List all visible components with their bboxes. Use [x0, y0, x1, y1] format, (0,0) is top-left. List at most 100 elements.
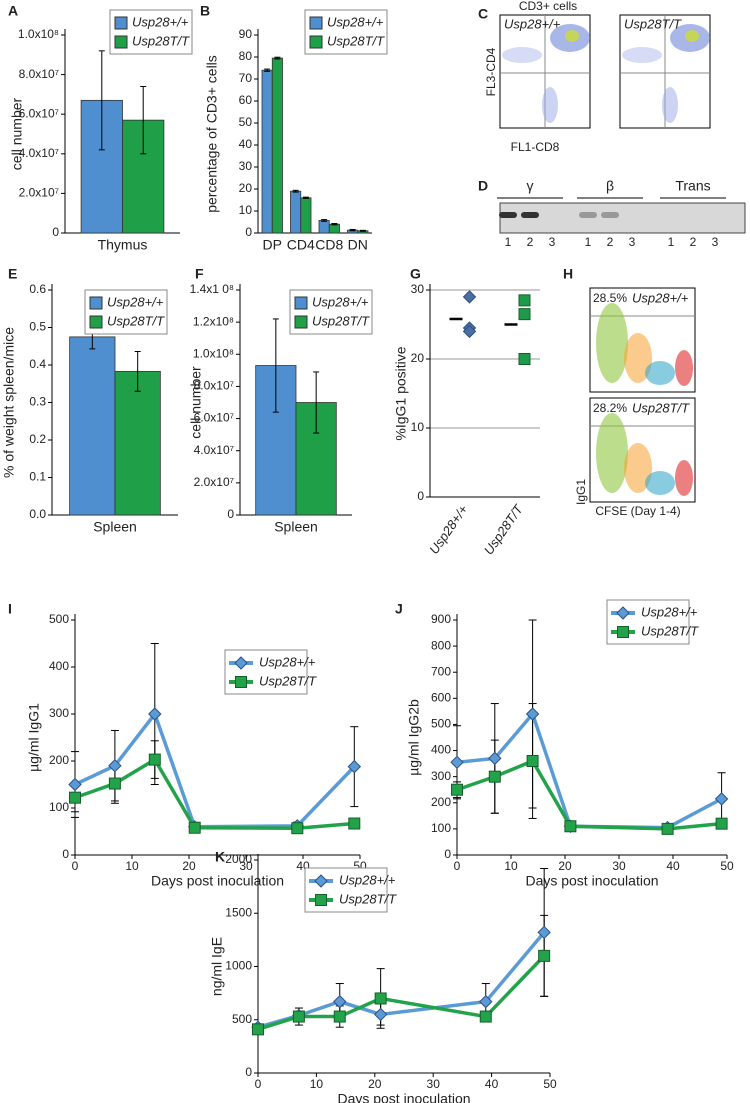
legend-label: Usp28+/+	[327, 14, 384, 29]
y-tick-label: 20	[411, 351, 425, 365]
point	[292, 1010, 305, 1023]
x-tick-label: DP	[263, 237, 282, 253]
y-tick-label: 400	[431, 743, 451, 757]
legend-label: Usp28T/T	[259, 673, 317, 688]
bar	[300, 197, 312, 234]
cell-cloud	[624, 443, 652, 493]
cell-cloud	[596, 303, 628, 383]
cell-cloud	[645, 361, 675, 385]
y-tick-label: 4.0x10⁷	[194, 443, 234, 457]
x-tick-label: 20	[558, 859, 572, 873]
point	[518, 353, 531, 365]
cell-cloud	[596, 413, 628, 493]
error-bar	[321, 219, 328, 222]
x-tick-label: CD4	[287, 237, 315, 253]
bar	[122, 119, 165, 234]
legend-marker	[235, 676, 247, 688]
y-tick-label: 800	[431, 638, 451, 652]
legend-marker	[315, 894, 327, 906]
x-tick-label: 40	[485, 1077, 499, 1091]
legend-swatch	[114, 35, 128, 49]
error-bar	[140, 85, 147, 155]
point	[68, 777, 82, 792]
y-tick-label: 1.0x10⁸	[193, 346, 234, 360]
point	[108, 777, 121, 790]
legend-label: Usp28T/T	[339, 891, 397, 906]
point	[564, 820, 577, 833]
x-tick-label: 40	[666, 859, 680, 873]
point	[108, 758, 122, 773]
plot-label: Usp28+/+	[504, 16, 561, 31]
y-tick-label: 1.0x10⁸	[18, 27, 59, 41]
y-tick-label: 4.0x10⁷	[19, 146, 59, 160]
point	[348, 817, 361, 830]
legend-swatch	[294, 296, 308, 310]
bar	[318, 220, 330, 234]
y-tick-label: 600	[431, 691, 451, 705]
legend-marker	[314, 874, 328, 888]
band	[521, 212, 539, 218]
point	[488, 770, 501, 783]
error-bar	[331, 223, 338, 226]
x-axis-title: FL1-CD8	[511, 140, 560, 154]
panel-letter: G	[410, 266, 421, 282]
bar	[290, 190, 302, 234]
y-tick-label: 0.6	[29, 282, 46, 296]
y-axis-title: % of weight spleen/mice	[1, 327, 17, 478]
x-tick-label: 30	[612, 859, 626, 873]
error-bar	[264, 68, 271, 72]
lane-label: 2	[527, 235, 534, 249]
series-line	[456, 758, 722, 831]
plot-label: Usp28+/+	[632, 290, 689, 305]
lane-label: 1	[668, 235, 675, 249]
legend-marker	[234, 656, 248, 670]
legend-label: Usp28T/T	[132, 33, 190, 48]
point	[69, 791, 81, 804]
x-tick-label: Spleen	[93, 519, 137, 535]
point	[525, 707, 540, 721]
x-tick-label: 0	[72, 859, 79, 873]
y-tick-label: 300	[49, 706, 69, 720]
band	[601, 212, 619, 218]
plot-title: CD3+ cells	[519, 0, 577, 13]
y-tick-label: 0.5	[29, 320, 46, 334]
cell-cloud	[624, 333, 652, 383]
legend-label: Usp28+/+	[641, 604, 698, 619]
y-axis-title: %IgG1 positive	[393, 346, 409, 440]
legend-label: Usp28+/+	[312, 294, 369, 309]
panel-letter: E	[8, 266, 17, 282]
bar	[114, 370, 161, 516]
cell-cloud	[662, 87, 678, 123]
panel-letter: J	[395, 601, 403, 617]
legend-label: Usp28+/+	[339, 872, 396, 887]
y-tick-label: 2.0x10⁷	[19, 186, 59, 200]
legend-label: Usp28+/+	[107, 294, 164, 309]
plot-label: 28.2%	[593, 401, 627, 415]
lane-label: 2	[607, 235, 614, 249]
legend-swatch	[89, 315, 103, 329]
y-tick-label: 900	[431, 612, 451, 626]
point	[148, 753, 161, 766]
error-bar	[274, 56, 281, 60]
x-tick-label: 10	[310, 1077, 324, 1091]
y-tick-label: 200	[49, 753, 69, 767]
legend-label: Usp28T/T	[107, 313, 165, 328]
group-label: β	[606, 178, 614, 194]
y-axis-title: FL3-CD4	[484, 47, 498, 96]
panel-letter: H	[563, 266, 573, 282]
series-line	[456, 710, 723, 830]
y-tick-label: 1.4x1 0⁸	[190, 282, 234, 296]
y-axis-title: cell number	[188, 366, 204, 439]
panel-letter: K	[215, 849, 225, 865]
cell-cloud	[675, 350, 693, 386]
y-tick-label: 8.0x10⁷	[19, 67, 59, 81]
band	[579, 212, 597, 218]
y-tick-label: 20	[239, 181, 253, 195]
panel-letter: A	[8, 3, 18, 19]
bar	[328, 223, 340, 234]
y-axis-title: µg/ml IgG2b	[406, 699, 422, 776]
point	[188, 821, 201, 834]
panel-letter: F	[195, 266, 204, 282]
y-tick-label: 0	[227, 507, 234, 521]
